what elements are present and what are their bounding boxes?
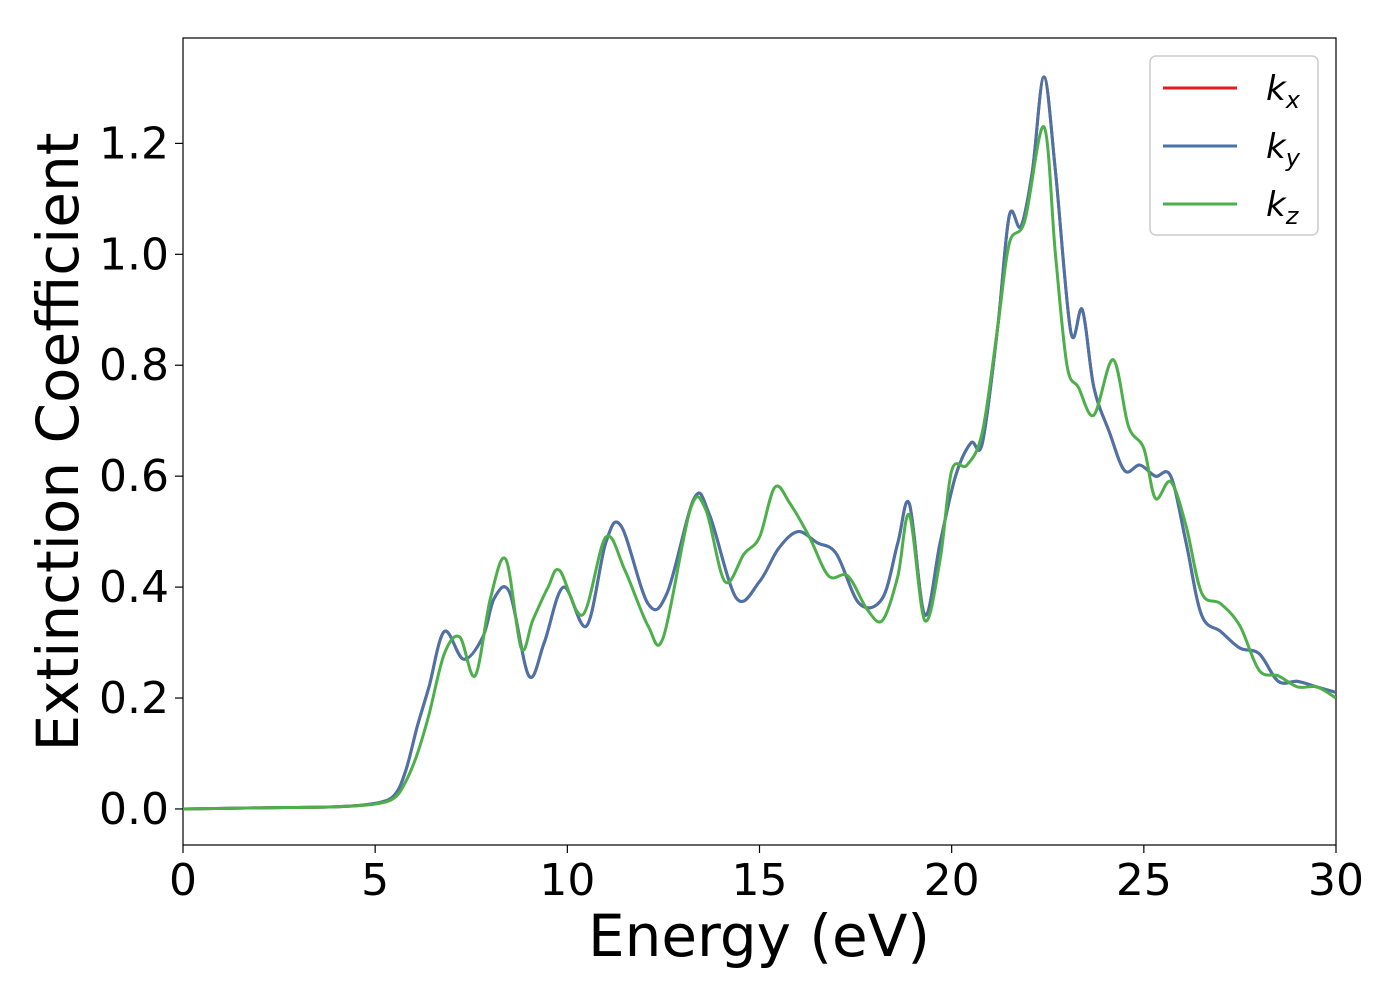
series-line-kz <box>183 125 1336 811</box>
x-tick-label: 30 <box>1308 855 1364 906</box>
y-tick-label: 1.2 <box>99 118 169 169</box>
x-tick-label: 10 <box>539 855 595 906</box>
x-tick-label: 5 <box>361 855 389 906</box>
legend-label-kx: kx <box>1266 69 1301 114</box>
x-tick-label: 15 <box>732 855 788 906</box>
series-layer <box>183 75 1336 811</box>
legend-label-kz: kz <box>1266 185 1300 230</box>
x-tick-label: 25 <box>1116 855 1172 906</box>
x-tick-label: 20 <box>924 855 980 906</box>
x-axis-ticks: 0 5 10 15 20 25 30 <box>169 845 1364 906</box>
y-axis-label: Extinction Coefficient <box>24 133 92 752</box>
y-tick-label: 1.0 <box>99 229 169 280</box>
y-tick-label: 0.8 <box>99 340 169 391</box>
x-tick-label: 0 <box>169 855 197 906</box>
y-axis-ticks: 0.0 0.2 0.4 0.6 0.8 1.0 1.2 <box>99 118 183 835</box>
legend-label-ky: ky <box>1266 127 1301 172</box>
y-tick-label: 0.2 <box>99 673 169 724</box>
x-axis-label: Energy (eV) <box>588 902 930 970</box>
legend: kx ky kz <box>1149 55 1319 236</box>
y-tick-label: 0.4 <box>99 562 169 613</box>
y-tick-label: 0.6 <box>99 451 169 502</box>
y-tick-label: 0.0 <box>99 784 169 835</box>
